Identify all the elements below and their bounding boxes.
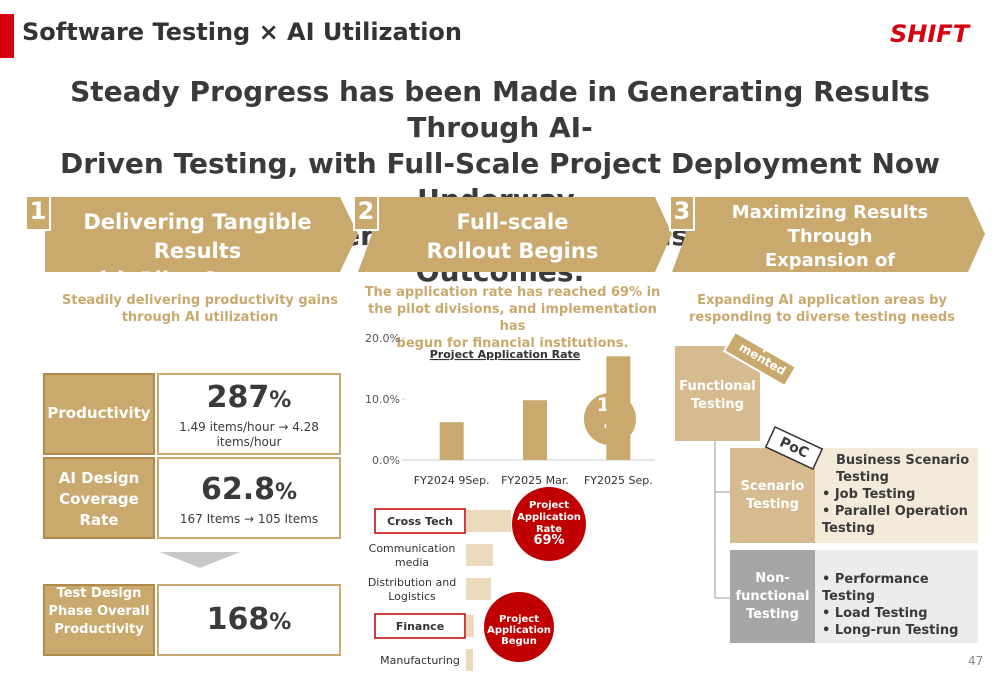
metric-label: AI Design Coverage Rate [58,469,140,529]
item: Business Scenario Testing [836,453,970,485]
step-subtitle: Steadily delivering productivity gains th… [45,292,355,326]
item: • Parallel Operation Testing [822,504,968,536]
t: Rollout Begins [426,239,599,263]
callout: Application [487,625,551,636]
chart-title: Project Application Rate [430,348,581,361]
t: Parallel Operation Testing [822,504,968,536]
step-subtitle: Expanding AI application areas by respond… [672,292,972,326]
x-tick-label: FY2024 9Sep. [414,474,490,487]
u: % [269,610,292,635]
v: 287 [206,380,270,415]
item: • Job Testing [822,487,916,502]
industry-label: Cross Tech [387,515,453,528]
t: Expansion of [764,250,896,271]
t: Maximizing Results Through [731,202,929,247]
step-subtitle: The application rate has reached 69% in t… [355,284,670,352]
item: • Performance Testing [822,572,929,604]
t: Delivering Tangible Results [83,210,312,263]
metric-detail: 167 Items → 105 Items [179,512,319,526]
industry-label: Communication media [369,542,456,569]
metric-value: 62.8% [158,472,340,507]
t: responding to diverse testing needs [689,310,955,325]
step-number: 1 [29,197,47,225]
area-label: Scenario Testing [740,479,805,512]
t: Long-run Testing [834,623,959,638]
industry-bar [466,615,474,637]
area-label: Functional Testing [679,379,756,412]
callout: Project [529,500,569,511]
metric-label: Productivity [47,404,151,422]
t: with Pilot Customer [80,268,315,292]
t: Steadily delivering productivity gains [62,293,338,308]
step-title: Full-scale Rollout Begins [370,208,655,266]
bar [523,400,547,460]
callout: 69% [533,533,564,548]
bar [606,356,631,460]
t: through AI utilization [121,310,279,325]
metric-value: 168% [158,602,340,637]
u: % [274,480,298,505]
x-tick-label: FY2025 Sep. [584,474,653,487]
v: 168 [206,602,270,637]
t: the pilot divisions, and implementation … [368,302,657,334]
industry-bar [466,544,493,566]
t: Expanding AI application areas by [697,293,947,308]
industry-bar [466,510,511,532]
item: • Load Testing [822,606,928,621]
t: The application rate has reached 69% in [364,285,661,300]
t: Performance Testing [822,572,929,604]
step-number: 3 [673,197,691,225]
y-tick-label: 0.0% [372,454,400,467]
t: AI Application Areas [727,274,933,295]
industry-label: Finance [396,620,444,633]
step-title: Delivering Tangible Results with Pilot Cu… [50,208,345,295]
industry-label: Manufacturing [380,654,460,667]
step-title: Maximizing Results Through Expansion of AI… [690,201,970,297]
slide-title: Software Testing × AI Utilization [22,18,462,46]
t: Job Testing [834,487,916,502]
y-tick-label: 10.0% [365,393,400,406]
step-number: 2 [357,197,375,225]
callout: Begun [501,636,537,647]
industry-bar [466,578,491,600]
u: % [269,388,292,413]
area-label: Non-functional Testing [735,571,810,622]
v: 62.8 [200,472,275,507]
industry-bar [466,649,473,671]
metric-value: 287% [158,380,340,415]
callout: Rate [536,524,562,535]
metric-detail: 1.49 items/hour → 4.28 items/hour [179,420,319,449]
metric-label: Test Design Phase Overall Productivity [48,586,150,637]
area-items: • Performance Testing • Load Testing • L… [822,571,977,639]
callout: Project [499,614,539,625]
logo: SHIFT [890,20,970,48]
headline-line: Steady Progress has been Made in Generat… [70,75,930,144]
page-number: 47 [968,654,984,668]
t: begun for financial institutions. [396,336,629,351]
item: • Long-run Testing [822,623,959,638]
bar [439,422,464,460]
callout: Application [517,512,581,523]
highlight-box [374,613,466,639]
x-tick-label: FY2025 Mar. [501,474,569,487]
industry-label: Distribution and Logistics [368,576,456,603]
t: Full-scale [456,210,569,234]
highlight-box [374,508,466,534]
t: Load Testing [834,606,928,621]
y-tick-label: 20.0% [365,332,400,345]
area-items: Business Scenario Testing • Job Testing … [822,452,972,537]
accent [0,14,14,58]
